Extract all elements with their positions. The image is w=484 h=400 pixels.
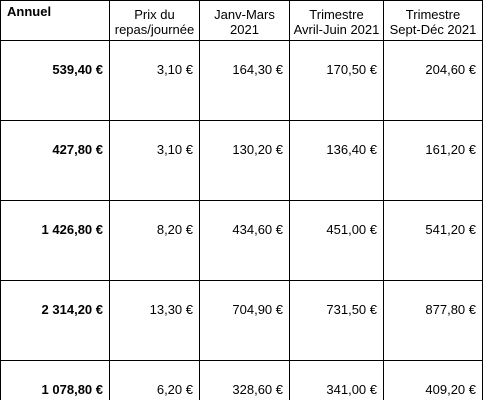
cell-apr-jun[interactable]: 170,50 € — [289, 40, 384, 121]
header-jan-mar-line2: 2021 — [230, 22, 259, 37]
header-row: Annuel Prix du repas/journée Janv-Mars 2… — [0, 0, 483, 41]
header-annual-label: Annuel — [7, 4, 52, 19]
header-apr-jun-line1: Trimestre — [309, 7, 364, 22]
header-sep-dec[interactable]: Trimestre Sept-Déc 2021 — [383, 0, 483, 41]
cell-jan-mar[interactable]: 704,90 € — [199, 280, 290, 361]
cell-meal-price[interactable]: 8,20 € — [109, 200, 200, 281]
table-row: 2 314,20 € 13,30 € 704,90 € 731,50 € 877… — [0, 280, 483, 361]
cell-sep-dec[interactable]: 161,20 € — [383, 120, 483, 201]
cell-meal-price[interactable]: 3,10 € — [109, 120, 200, 201]
header-meal-price-line1: Prix du — [134, 7, 175, 22]
cell-sep-dec[interactable]: 409,20 € — [383, 360, 483, 400]
cell-sep-dec[interactable]: 877,80 € — [383, 280, 483, 361]
header-apr-jun[interactable]: Trimestre Avril-Juin 2021 — [289, 0, 384, 41]
cell-meal-price[interactable]: 13,30 € — [109, 280, 200, 361]
header-meal-price-line2: repas/journée — [114, 22, 195, 37]
header-jan-mar[interactable]: Janv-Mars 2021 — [199, 0, 290, 41]
cell-apr-jun[interactable]: 451,00 € — [289, 200, 384, 281]
table-row: 427,80 € 3,10 € 130,20 € 136,40 € 161,20… — [0, 120, 483, 201]
header-apr-jun-line2: Avril-Juin 2021 — [293, 22, 380, 37]
cell-annual[interactable]: 2 314,20 € — [0, 280, 110, 361]
header-annual[interactable]: Annuel — [0, 0, 110, 41]
cell-annual[interactable]: 427,80 € — [0, 120, 110, 201]
header-sep-dec-line1: Trimestre — [405, 7, 461, 22]
cell-meal-price[interactable]: 6,20 € — [109, 360, 200, 400]
table-row: 1 078,80 € 6,20 € 328,60 € 341,00 € 409,… — [0, 360, 483, 400]
cell-annual[interactable]: 539,40 € — [0, 40, 110, 121]
cell-sep-dec[interactable]: 541,20 € — [383, 200, 483, 281]
table-row: 1 426,80 € 8,20 € 434,60 € 451,00 € 541,… — [0, 200, 483, 281]
cell-apr-jun[interactable]: 136,40 € — [289, 120, 384, 201]
cell-jan-mar[interactable]: 164,30 € — [199, 40, 290, 121]
cell-annual[interactable]: 1 426,80 € — [0, 200, 110, 281]
header-jan-mar-line1: Janv-Mars — [214, 7, 275, 22]
cell-sep-dec[interactable]: 204,60 € — [383, 40, 483, 121]
cell-jan-mar[interactable]: 434,60 € — [199, 200, 290, 281]
cell-annual[interactable]: 1 078,80 € — [0, 360, 110, 400]
cell-meal-price[interactable]: 3,10 € — [109, 40, 200, 121]
cell-apr-jun[interactable]: 341,00 € — [289, 360, 384, 400]
table-row: 539,40 € 3,10 € 164,30 € 170,50 € 204,60… — [0, 40, 483, 121]
header-sep-dec-line2: Sept-Déc 2021 — [389, 22, 477, 37]
header-meal-price[interactable]: Prix du repas/journée — [109, 0, 200, 41]
cell-jan-mar[interactable]: 130,20 € — [199, 120, 290, 201]
cell-apr-jun[interactable]: 731,50 € — [289, 280, 384, 361]
cell-jan-mar[interactable]: 328,60 € — [199, 360, 290, 400]
